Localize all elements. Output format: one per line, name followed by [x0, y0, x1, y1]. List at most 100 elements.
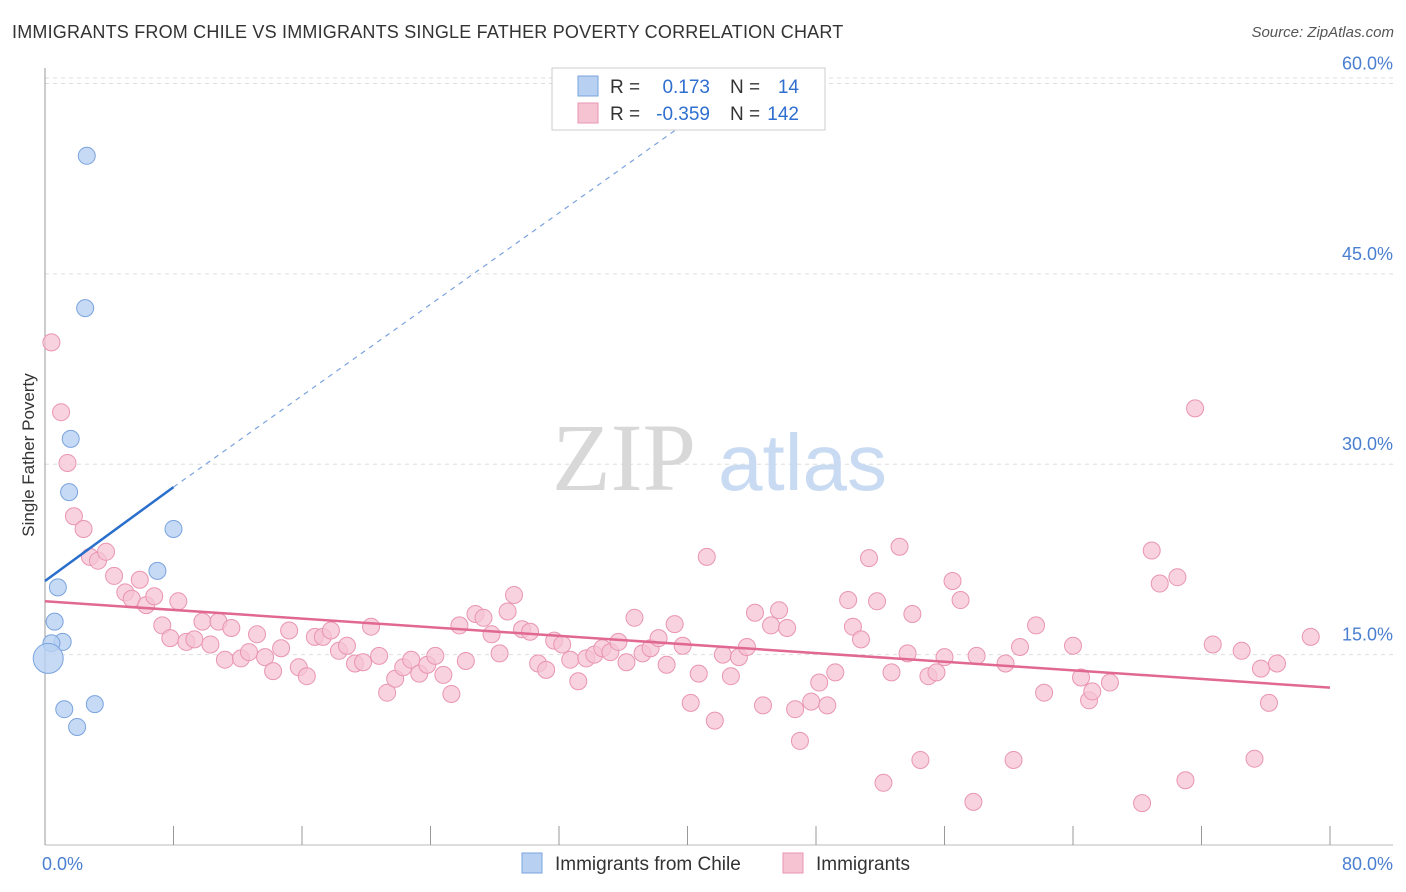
immigrants-point	[996, 654, 1015, 673]
immigrants-point	[657, 655, 676, 674]
immigrants-point	[943, 572, 962, 590]
immigrants-point	[762, 616, 781, 635]
immigrants-point	[97, 542, 116, 561]
immigrants-point	[130, 570, 149, 589]
immigrants-point	[1176, 771, 1195, 790]
immigrants-point	[222, 618, 241, 637]
immigrants-point	[498, 602, 517, 621]
immigrants-point	[169, 592, 188, 611]
immigrants-point	[1004, 750, 1023, 769]
immigrants-point	[185, 630, 204, 649]
immigrants-point	[553, 635, 572, 654]
immigrants-point	[64, 507, 83, 526]
immigrants-point	[786, 700, 805, 719]
legend-bottom-label-immigrants: Immigrants	[816, 854, 910, 875]
chile-point	[32, 642, 64, 674]
immigrants-point	[1186, 399, 1205, 418]
x-tick-label-min: 0.0%	[42, 854, 83, 874]
immigrants-point	[248, 625, 267, 644]
chile-point	[148, 561, 167, 580]
immigrants-point	[456, 651, 475, 670]
immigrants-point	[810, 673, 829, 692]
immigrants-point	[818, 696, 837, 715]
immigrants-point	[474, 608, 493, 627]
immigrants-point	[1010, 638, 1029, 656]
immigrants-point	[1232, 641, 1251, 660]
immigrants-point	[705, 711, 724, 730]
chile-point	[68, 717, 87, 736]
chile-point	[60, 483, 79, 502]
immigrants-point	[778, 618, 797, 637]
immigrants-point	[753, 696, 772, 715]
legend-n-label-chile: N =	[730, 77, 760, 98]
immigrants-point	[561, 650, 580, 669]
immigrants-point	[802, 692, 821, 711]
immigrants-point	[1259, 693, 1278, 712]
immigrants-point	[1133, 794, 1152, 813]
immigrants-point	[490, 644, 509, 663]
y-tick-labels: 15.0% 30.0% 45.0% 60.0%	[1342, 53, 1393, 644]
immigrants-point	[882, 663, 901, 682]
immigrants-trend-line	[44, 600, 1331, 689]
immigrants-point	[1064, 636, 1082, 655]
chile-point	[45, 612, 64, 631]
x-tick-marks	[44, 826, 1331, 845]
watermark-zip: ZIP	[552, 404, 696, 511]
immigrants-point	[354, 653, 373, 672]
legend-r-label-immigrants: R =	[610, 104, 640, 125]
legend-swatch-immigrants	[577, 102, 599, 124]
immigrants-point	[402, 650, 421, 669]
immigrants-point	[1100, 673, 1119, 692]
legend-bottom-swatch-immigrants	[782, 852, 804, 874]
immigrants-point	[964, 792, 983, 811]
immigrants-point	[362, 617, 381, 636]
immigrants-point	[201, 635, 220, 654]
immigrants-point	[790, 731, 809, 750]
immigrants-point	[537, 660, 556, 679]
immigrants-point	[868, 592, 887, 611]
immigrants-point	[625, 608, 644, 627]
watermark-atlas: atlas	[718, 418, 887, 507]
immigrants-point	[713, 645, 732, 664]
immigrants-points	[42, 333, 1320, 813]
immigrants-point	[1150, 574, 1169, 593]
chile-point	[61, 429, 80, 448]
immigrants-point	[569, 672, 588, 691]
legend-bottom-label-chile: Immigrants from Chile	[555, 854, 741, 875]
legend-top: R = 0.173 N = 14 R = -0.359 N = 142	[551, 67, 826, 131]
y-tick-label-30: 30.0%	[1342, 434, 1393, 454]
immigrants-point	[1203, 635, 1222, 654]
gridlines	[45, 77, 1393, 656]
y-axis-title: Single Father Poverty	[19, 373, 38, 537]
immigrants-point	[689, 664, 708, 683]
immigrants-point	[264, 662, 283, 681]
immigrants-point	[903, 605, 922, 623]
immigrants-point	[1245, 749, 1264, 768]
immigrants-point	[1301, 627, 1320, 646]
immigrants-point	[911, 750, 930, 769]
immigrants-point	[442, 684, 461, 703]
immigrants-point	[1267, 654, 1286, 673]
immigrants-point	[1142, 541, 1161, 560]
immigrants-point	[521, 622, 540, 641]
immigrants-point	[1027, 616, 1046, 635]
immigrants-point	[74, 519, 93, 538]
chile-trend-line	[44, 486, 175, 583]
immigrants-point	[256, 648, 275, 667]
chile-point	[76, 299, 95, 318]
immigrants-point	[967, 646, 986, 665]
immigrants-point	[609, 632, 628, 651]
y-tick-label-45: 45.0%	[1342, 244, 1393, 264]
trend-lines	[44, 121, 1331, 689]
immigrants-point	[826, 663, 845, 682]
immigrants-point	[482, 625, 501, 644]
immigrants-point	[860, 549, 879, 568]
chile-point	[48, 578, 67, 597]
immigrants-point	[321, 621, 340, 640]
immigrants-point	[215, 650, 234, 669]
immigrants-point	[378, 683, 397, 702]
chile-point	[77, 146, 96, 165]
immigrants-point	[1083, 682, 1102, 701]
immigrants-point	[153, 616, 172, 635]
